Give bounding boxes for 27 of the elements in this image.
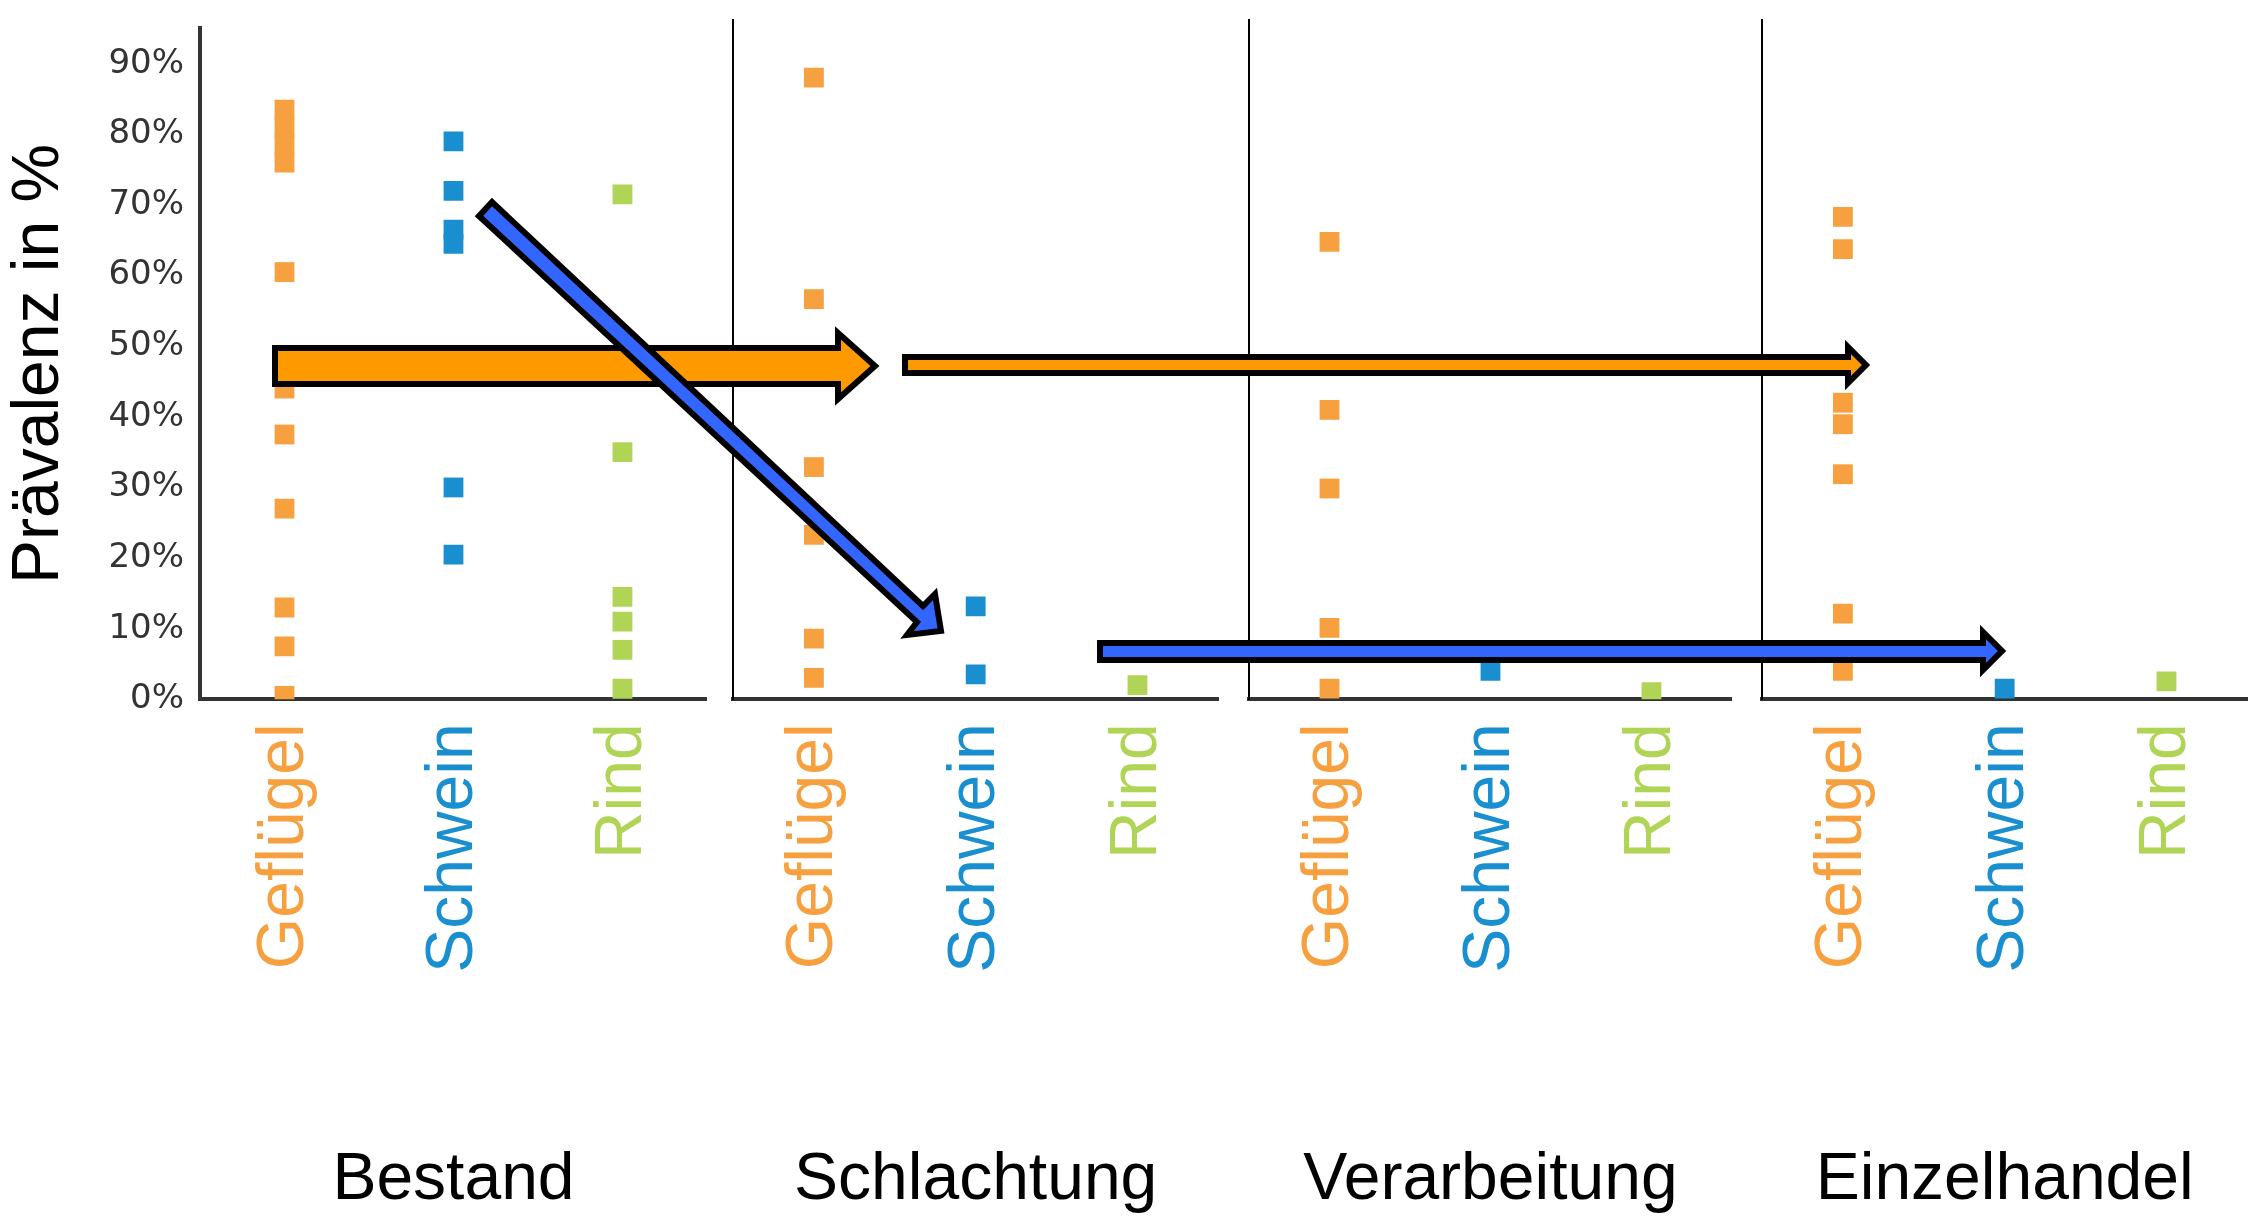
x-tick-label: Schwein [411, 723, 486, 973]
x-axis-title: Schlachtung [794, 1138, 1158, 1213]
x-tick-label: Rind [580, 723, 655, 860]
y-tick-label: 80% [108, 111, 184, 152]
x-tick-label: Schwein [933, 723, 1008, 973]
y-tick-label: 10% [108, 605, 184, 646]
x-tick-label: Geflügel [242, 723, 317, 970]
x-axis-title: Verarbeitung [1303, 1138, 1678, 1213]
y-tick-label: 90% [108, 40, 184, 81]
y-tick-label: 20% [108, 534, 184, 575]
x-tick-label: Rind [1095, 723, 1170, 860]
y-tick-label: 40% [108, 393, 184, 434]
y-tick-label: 60% [108, 252, 184, 293]
x-axis-title: Einzelhandel [1815, 1138, 2194, 1213]
x-tick-label: Schwein [1448, 723, 1523, 973]
x-tick-label: Geflügel [772, 723, 847, 970]
x-tick-label: Rind [1609, 723, 1684, 860]
y-tick-label: 50% [108, 323, 184, 364]
x-tick-label: Schwein [1962, 723, 2037, 973]
y-tick-label: 0% [130, 676, 184, 717]
x-axis-title: Bestand [332, 1138, 575, 1213]
y-axis-title: Prävalenz in % [0, 143, 72, 584]
x-tick-label: Geflügel [1801, 723, 1876, 970]
y-tick-label: 30% [108, 464, 184, 505]
y-tick-label: 70% [108, 181, 184, 222]
x-tick-label: Geflügel [1287, 723, 1362, 970]
x-tick-label: Rind [2124, 723, 2199, 860]
